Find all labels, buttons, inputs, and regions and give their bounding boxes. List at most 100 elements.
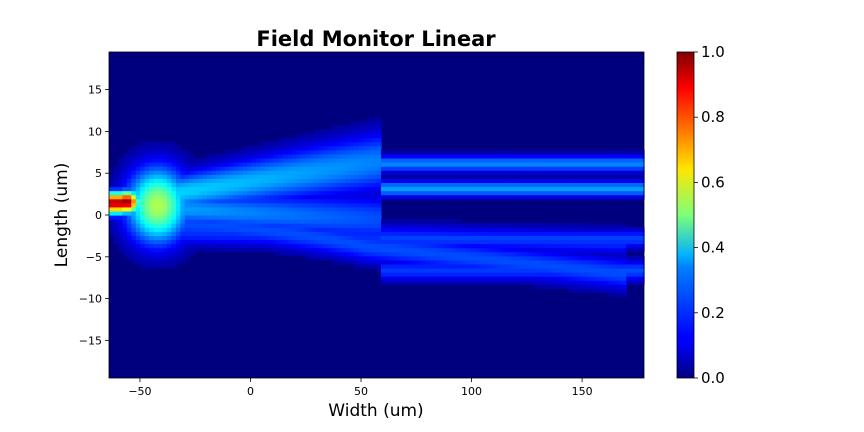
heatmap-cell: [140, 259, 146, 265]
heatmap-cell: [327, 186, 333, 192]
heatmap-cell: [193, 186, 199, 192]
heatmap-cell: [496, 251, 502, 257]
heatmap-cell: [367, 259, 373, 265]
heatmap-cell: [363, 243, 369, 249]
y-tick-label: −15: [79, 334, 102, 347]
heatmap-cell: [144, 215, 150, 220]
heatmap-cell: [496, 231, 502, 236]
heatmap-cell: [523, 166, 529, 171]
heatmap-cell: [251, 243, 257, 249]
heatmap-cell: [541, 251, 547, 257]
heatmap-cell: [367, 182, 373, 188]
heatmap-cell: [113, 198, 119, 204]
heatmap-cell: [340, 235, 346, 241]
heatmap-cell: [398, 243, 404, 249]
heatmap-cell: [305, 210, 311, 216]
heatmap-cell: [291, 194, 297, 200]
heatmap-cell: [131, 215, 137, 220]
heatmap-cell: [496, 157, 502, 163]
heatmap-cell: [233, 198, 239, 204]
heatmap-cell: [278, 247, 284, 253]
heatmap-cell: [113, 190, 119, 196]
heatmap-cell: [621, 280, 627, 285]
heatmap-cell: [594, 280, 601, 285]
heatmap-cell: [545, 162, 551, 167]
heatmap-cell: [189, 247, 195, 253]
heatmap-cell: [300, 227, 306, 232]
heatmap-cell: [278, 251, 284, 257]
heatmap-cell: [135, 202, 141, 208]
heatmap-cell: [586, 194, 592, 200]
heatmap-cell: [282, 206, 288, 212]
heatmap-cell: [554, 243, 560, 249]
heatmap-cell: [554, 276, 560, 281]
heatmap-cell: [612, 239, 618, 245]
heatmap-cell: [568, 267, 574, 273]
heatmap-cell: [367, 137, 373, 143]
heatmap-cell: [158, 141, 164, 147]
heatmap-cell: [300, 243, 306, 249]
heatmap-cell: [265, 170, 271, 175]
heatmap-cell: [345, 170, 351, 175]
heatmap-cell: [363, 178, 369, 183]
heatmap-cell: [470, 178, 476, 183]
heatmap-cell: [563, 247, 569, 253]
heatmap-cell: [380, 186, 387, 192]
heatmap-cell: [189, 231, 195, 236]
heatmap-cell: [282, 178, 288, 183]
heatmap-cell: [354, 251, 360, 257]
heatmap-cell: [273, 247, 280, 253]
heatmap-cell: [140, 145, 146, 151]
heatmap-cell: [635, 255, 641, 261]
heatmap-cell: [354, 145, 360, 151]
heatmap-cell: [363, 149, 369, 155]
heatmap-cell: [545, 259, 551, 265]
heatmap-cell: [273, 215, 280, 220]
heatmap-cell: [109, 178, 115, 183]
heatmap-cell: [216, 186, 222, 192]
heatmap-cell: [265, 174, 271, 179]
heatmap-cell: [202, 243, 208, 249]
heatmap-cell: [621, 235, 627, 241]
heatmap-cell: [608, 162, 614, 167]
heatmap-cell: [323, 133, 329, 139]
heatmap-cell: [492, 227, 498, 232]
heatmap-cell: [537, 182, 543, 188]
heatmap-cell: [528, 186, 534, 192]
heatmap-cell: [358, 149, 364, 155]
heatmap-cell: [501, 182, 507, 188]
heatmap-cell: [153, 145, 159, 151]
heatmap-cell: [541, 178, 547, 183]
heatmap-cell: [385, 267, 391, 273]
heatmap-cell: [184, 186, 190, 192]
heatmap-cell: [487, 243, 494, 249]
heatmap-cell: [184, 239, 190, 245]
heatmap-cell: [309, 210, 315, 216]
heatmap-cell: [568, 149, 574, 155]
heatmap-cell: [273, 190, 280, 196]
heatmap-cell: [630, 178, 636, 183]
heatmap-cell: [175, 174, 181, 179]
heatmap-cell: [149, 194, 155, 200]
heatmap-cell: [336, 186, 342, 192]
heatmap-cell: [505, 259, 511, 265]
heatmap-cell: [198, 194, 204, 200]
heatmap-cell: [559, 231, 565, 236]
heatmap-cell: [630, 239, 636, 245]
heatmap-cell: [314, 170, 320, 175]
heatmap-cell: [162, 198, 168, 204]
heatmap-cell: [135, 223, 141, 228]
heatmap-cell: [149, 219, 155, 224]
heatmap-cell: [265, 223, 271, 228]
heatmap-cell: [180, 235, 186, 241]
heatmap-cell: [496, 243, 502, 249]
heatmap-cell: [412, 235, 418, 241]
heatmap-cell: [443, 219, 449, 224]
heatmap-cell: [590, 280, 596, 285]
heatmap-cell: [586, 190, 592, 196]
heatmap-cell: [354, 206, 360, 212]
heatmap-cell: [612, 178, 618, 183]
heatmap-cell: [416, 263, 422, 269]
heatmap-cell: [389, 223, 395, 228]
heatmap-cell: [367, 121, 373, 126]
